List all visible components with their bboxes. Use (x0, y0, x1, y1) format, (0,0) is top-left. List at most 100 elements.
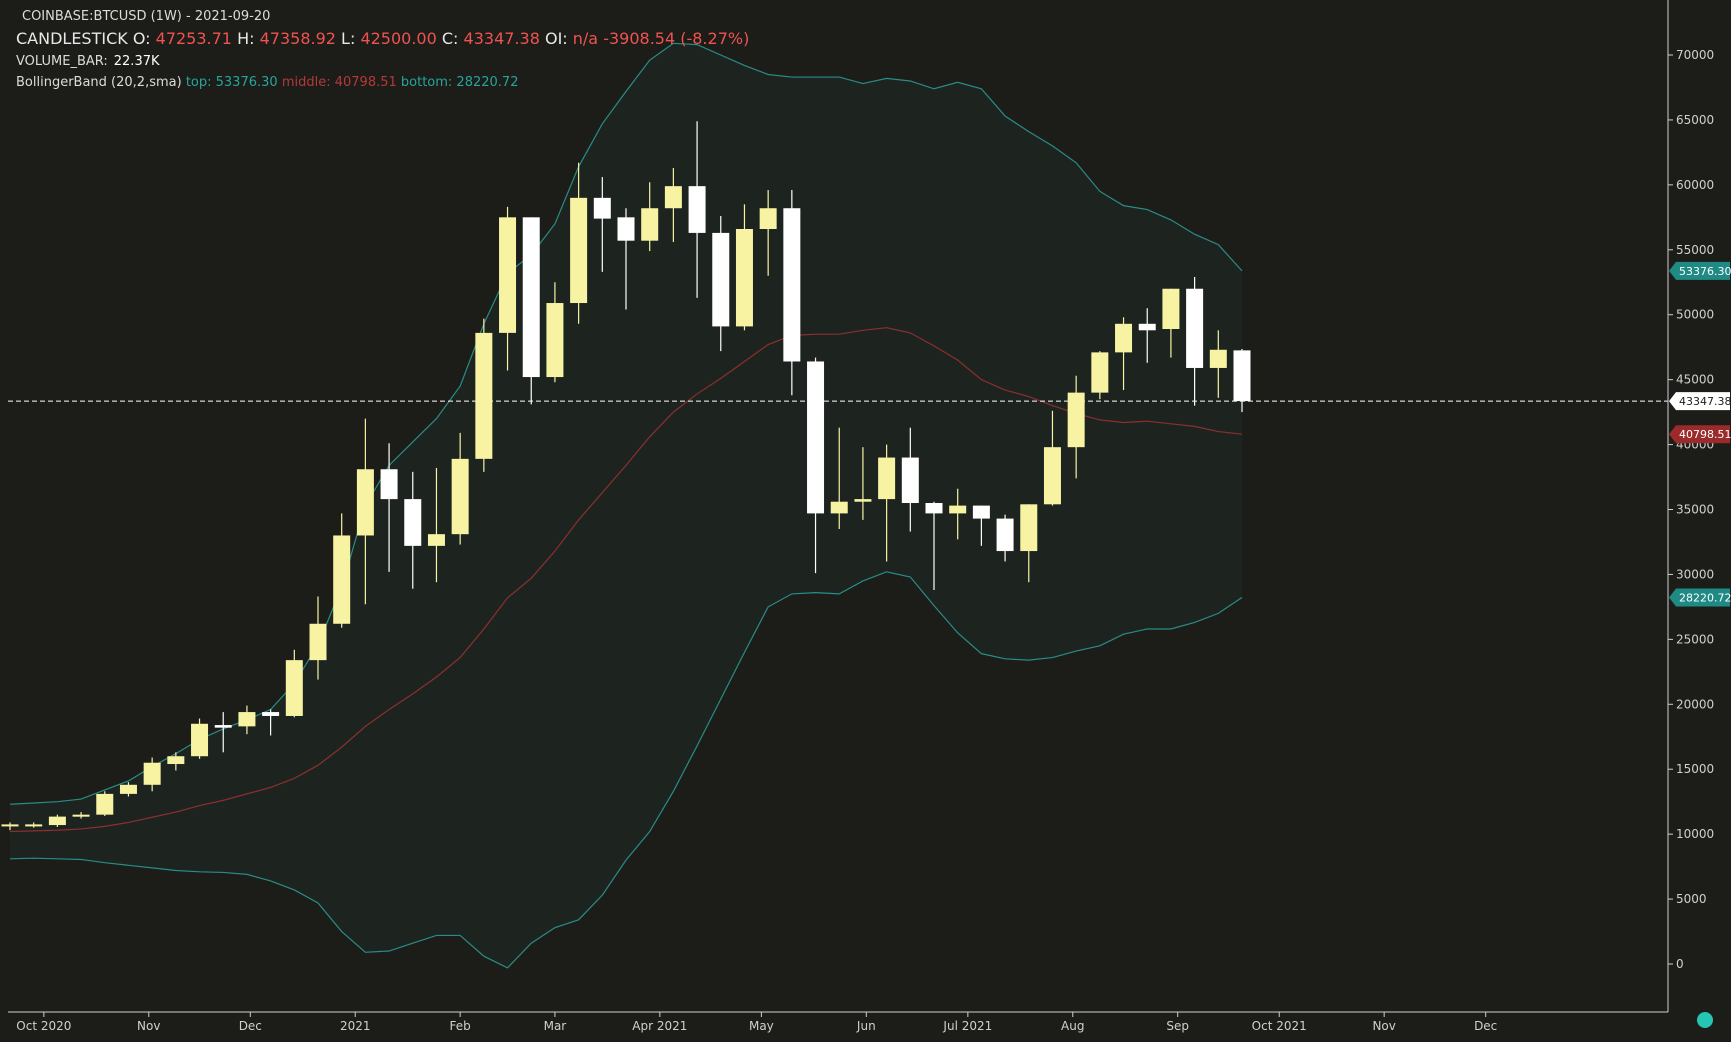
candle-body (570, 197, 588, 304)
candle-body (262, 712, 280, 716)
candle-body (1091, 352, 1109, 393)
candle-body (1, 824, 19, 827)
candle-body (96, 793, 114, 815)
candle-body (238, 712, 256, 727)
band-top-price-label-text: 53376.30 (1679, 265, 1731, 278)
open-value: 47253.71 (155, 29, 232, 48)
candle-body (807, 361, 825, 514)
bollinger-band-layer (9, 42, 1243, 969)
price-labels-layer: 53376.30 43347.38 40798.51 28220.72 (1669, 261, 1731, 607)
bollinger-fill (10, 43, 1242, 968)
ohlc-readout: CANDLESTICK O: 47253.71 H: 47358.92 L: 4… (16, 31, 749, 47)
candle-body (1020, 504, 1038, 552)
candle-body (48, 816, 66, 826)
candle-body (1115, 323, 1133, 353)
candle-body (759, 208, 777, 230)
candle-body (593, 197, 611, 219)
candle-body (119, 784, 137, 794)
candle-body (830, 501, 848, 514)
bollinger-bottom-line (9, 571, 1243, 969)
oi-value: n/a (572, 29, 599, 48)
candles-layer (1, 121, 1251, 831)
connection-status-dot[interactable] (1697, 1012, 1713, 1028)
y-tick-label: 55000 (1676, 243, 1714, 257)
open-label: O: (132, 29, 151, 48)
close-value: 43347.38 (463, 29, 540, 48)
x-tick-label: Dec (1474, 1019, 1497, 1033)
candle-body (546, 303, 564, 378)
last-price-label-text: 43347.38 (1679, 395, 1731, 408)
candle-body (925, 503, 943, 514)
candle-body (783, 208, 801, 362)
x-tick-label: Mar (544, 1019, 567, 1033)
candle-body (475, 332, 493, 459)
candle-body (1186, 288, 1204, 368)
y-tick-label: 60000 (1676, 178, 1714, 192)
candle-body (285, 660, 303, 716)
candle-body (72, 814, 90, 817)
candle-body (427, 534, 445, 546)
candle-body (972, 505, 990, 519)
high-label: H: (237, 29, 255, 48)
candle-body (522, 217, 540, 378)
y-tick-label: 35000 (1676, 503, 1714, 517)
volume-label: VOLUME_BAR: (16, 54, 108, 69)
bollinger-top-value: top: 53376.30 (185, 75, 278, 90)
series-label: CANDLESTICK (16, 29, 128, 48)
bollinger-label: BollingerBand (20,2,sma) (16, 75, 182, 90)
y-tick-label: 5000 (1676, 892, 1707, 906)
x-tick-label: Jun (856, 1019, 876, 1033)
x-tick-label: Oct 2021 (1252, 1019, 1307, 1033)
axes-layer: 0500010000150002000025000300003500040000… (8, 0, 1714, 1033)
change-percent: (-8.27%) (680, 29, 750, 48)
low-label: L: (341, 29, 356, 48)
bollinger-middle-line (9, 327, 1243, 833)
y-tick-label: 10000 (1676, 827, 1714, 841)
x-tick-label: Nov (1372, 1019, 1395, 1033)
candle-body (712, 232, 730, 327)
x-tick-label: Apr 2021 (632, 1019, 687, 1033)
candle-body (309, 623, 327, 661)
candle-body (167, 756, 185, 765)
candle-body (25, 824, 43, 827)
candle-body (641, 208, 659, 241)
volume-readout: VOLUME_BAR: 22.37K (16, 55, 749, 68)
candle-body (878, 457, 896, 500)
candle-body (143, 762, 161, 785)
legend: COINBASE:BTCUSD (1W) - 2021-09-20 CANDLE… (16, 10, 749, 97)
close-label: C: (441, 29, 459, 48)
candle-body (451, 458, 469, 535)
candle-body (499, 217, 517, 333)
candle-body (380, 469, 398, 500)
bollinger-bottom-value: bottom: 28220.72 (400, 75, 519, 90)
candle-body (1233, 350, 1251, 402)
candle-body (949, 505, 967, 514)
bollinger-top-line (9, 42, 1243, 805)
candle-body (1043, 447, 1061, 505)
band-middle-price-label-text: 40798.51 (1679, 428, 1731, 441)
x-tick-label: 2021 (340, 1019, 371, 1033)
candle-body (1138, 323, 1156, 331)
candle-body (214, 725, 232, 728)
candle-body (854, 499, 872, 502)
bollinger-readout: BollingerBand (20,2,sma) top: 53376.30 m… (16, 76, 749, 89)
low-value: 42500.00 (360, 29, 437, 48)
y-tick-label: 70000 (1676, 48, 1714, 62)
y-tick-label: 0 (1676, 957, 1684, 971)
band-middle-price-label-tag (1669, 425, 1730, 444)
x-tick-label: Aug (1061, 1019, 1084, 1033)
candle-body (735, 229, 753, 327)
candle-body (404, 499, 422, 546)
y-tick-label: 65000 (1676, 113, 1714, 127)
candle-body (996, 518, 1014, 552)
candle-body (664, 186, 682, 209)
bollinger-middle-value: middle: 40798.51 (281, 75, 397, 90)
candle-body (617, 217, 635, 241)
band-top-price-label-tag (1669, 261, 1730, 280)
x-tick-label: Oct 2020 (16, 1019, 71, 1033)
x-tick-label: Jul 2021 (942, 1019, 992, 1033)
x-tick-label: May (749, 1019, 774, 1033)
candle-body (191, 723, 209, 757)
